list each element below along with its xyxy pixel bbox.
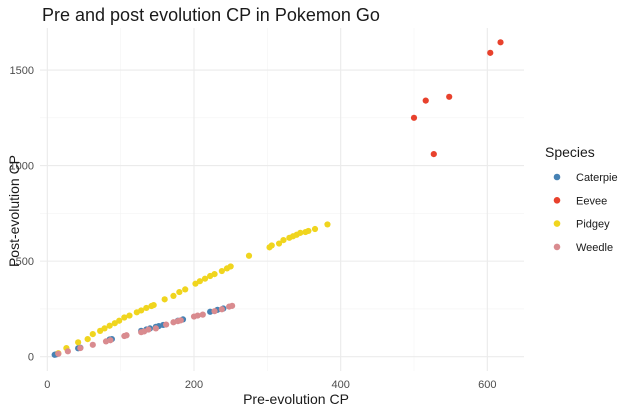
legend-label-caterpie: Caterpie — [576, 172, 618, 184]
pidgey-point — [106, 322, 113, 329]
eevee-point — [487, 49, 494, 56]
pidgey-point — [176, 288, 183, 296]
pidgey-point — [324, 221, 331, 228]
pidgey-point — [182, 286, 189, 293]
legend-title: Species — [545, 144, 595, 160]
pidgey-point — [201, 275, 209, 282]
eevee-point — [446, 93, 453, 100]
pidgey-point — [170, 292, 177, 300]
weedle-point — [123, 332, 130, 339]
pidgey-point — [280, 237, 287, 244]
pidgey-point — [84, 335, 91, 343]
weedle-point — [145, 326, 152, 333]
weedle-point — [152, 325, 159, 332]
pidgey-point — [150, 301, 157, 309]
weedle-point — [229, 302, 236, 309]
weedle-point — [163, 321, 170, 328]
weedle-point — [55, 350, 62, 357]
legend-key-eevee — [553, 197, 561, 204]
pidgey-point — [297, 229, 304, 236]
x-tick-label: 0 — [44, 379, 50, 391]
pidgey-point — [218, 267, 225, 275]
pidgey-point — [268, 242, 275, 249]
legend: Species Caterpie Eevee Pidgey Weedle — [545, 144, 618, 254]
pidgey-point — [275, 240, 283, 247]
legend-key-weedle — [553, 243, 561, 251]
pidgey-point — [305, 227, 312, 235]
weedle-point — [77, 344, 84, 352]
pidgey-point — [89, 331, 96, 338]
legend-key-caterpie — [553, 173, 561, 181]
x-tick-label: 600 — [478, 379, 496, 391]
pidgey-point — [143, 304, 150, 312]
weedle-point — [107, 337, 114, 344]
pidgey-point — [116, 317, 123, 324]
eevee-point — [497, 39, 504, 46]
y-tick-label: 500 — [16, 256, 34, 268]
pidgey-point — [101, 325, 108, 332]
pidgey-point — [227, 263, 234, 270]
weedle-point — [211, 308, 218, 315]
weedle-point — [199, 311, 206, 318]
y-tick-label: 1500 — [10, 65, 34, 77]
pidgey-point — [138, 307, 145, 314]
pidgey-point — [121, 314, 128, 321]
weedle-point — [194, 312, 201, 319]
weedle-point — [218, 306, 225, 313]
eevee-point — [430, 151, 437, 158]
x-axis-label: Pre-evolution CP — [243, 391, 349, 407]
x-tick-label: 200 — [185, 379, 203, 391]
pidgey-point — [126, 312, 133, 319]
y-tick-label: 0 — [28, 352, 34, 364]
weedle-point — [64, 348, 71, 355]
chart-title: Pre and post evolution CP in Pokemon Go — [42, 5, 380, 25]
eevee-point — [410, 114, 418, 121]
weedle-point — [177, 317, 184, 324]
weedle-point — [89, 341, 96, 348]
data-points — [51, 39, 504, 358]
legend-label-eevee: Eevee — [576, 195, 607, 207]
pidgey-point — [196, 278, 203, 285]
y-axis-label: Post-evolution CP — [6, 155, 22, 267]
legend-key-pidgey — [553, 220, 561, 227]
pidgey-point — [311, 225, 319, 233]
pidgey-point — [161, 296, 168, 303]
pidgey-point — [245, 252, 253, 259]
grid — [40, 28, 524, 371]
eevee-point — [422, 97, 429, 104]
x-axis-ticks: 0 200 400 600 — [44, 379, 496, 391]
x-tick-label: 400 — [331, 379, 349, 391]
pidgey-point — [211, 271, 218, 278]
y-axis-ticks: 0 500 1000 1500 — [10, 65, 34, 364]
legend-label-pidgey: Pidgey — [576, 219, 610, 231]
legend-label-weedle: Weedle — [576, 242, 613, 254]
y-tick-label: 1000 — [10, 161, 34, 173]
pidgey-point — [75, 339, 82, 346]
